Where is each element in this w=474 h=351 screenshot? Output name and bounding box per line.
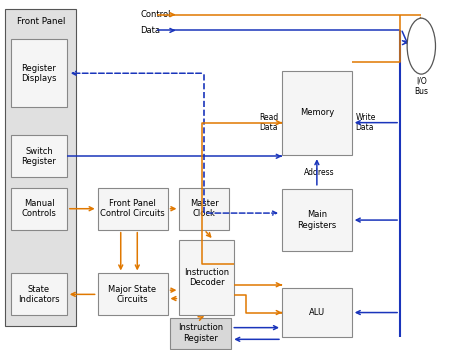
Text: Switch
Register: Switch Register [21, 147, 56, 166]
Text: Read
Data: Read Data [259, 113, 278, 132]
Text: Memory: Memory [300, 108, 334, 117]
FancyBboxPatch shape [11, 188, 67, 230]
Text: Address: Address [304, 167, 335, 177]
Text: Data: Data [140, 26, 160, 35]
Text: Front Panel
Control Circuits: Front Panel Control Circuits [100, 199, 165, 218]
Text: Control: Control [140, 10, 171, 19]
Ellipse shape [407, 18, 436, 74]
Text: Master
Clock: Master Clock [190, 199, 219, 218]
Text: State
Indicators: State Indicators [18, 285, 60, 304]
FancyBboxPatch shape [11, 273, 67, 315]
FancyBboxPatch shape [5, 9, 76, 326]
Text: Main
Registers: Main Registers [297, 210, 337, 230]
Text: Major State
Circuits: Major State Circuits [109, 285, 156, 304]
FancyBboxPatch shape [98, 273, 167, 315]
Text: Instruction
Register: Instruction Register [178, 324, 223, 343]
Text: Register
Displays: Register Displays [21, 64, 57, 83]
FancyBboxPatch shape [11, 39, 67, 107]
FancyBboxPatch shape [11, 135, 67, 177]
FancyBboxPatch shape [98, 188, 167, 230]
FancyBboxPatch shape [179, 240, 234, 315]
FancyBboxPatch shape [179, 188, 229, 230]
FancyBboxPatch shape [282, 71, 352, 154]
Text: Manual
Controls: Manual Controls [21, 199, 56, 218]
Text: I/O
Bus: I/O Bus [414, 77, 428, 96]
Text: Write
Data: Write Data [356, 113, 376, 132]
Text: ALU: ALU [309, 308, 325, 317]
FancyBboxPatch shape [282, 190, 352, 251]
Text: Front Panel: Front Panel [17, 17, 65, 26]
FancyBboxPatch shape [282, 288, 352, 337]
FancyBboxPatch shape [170, 318, 231, 349]
Text: Instruction
Decoder: Instruction Decoder [184, 268, 229, 287]
